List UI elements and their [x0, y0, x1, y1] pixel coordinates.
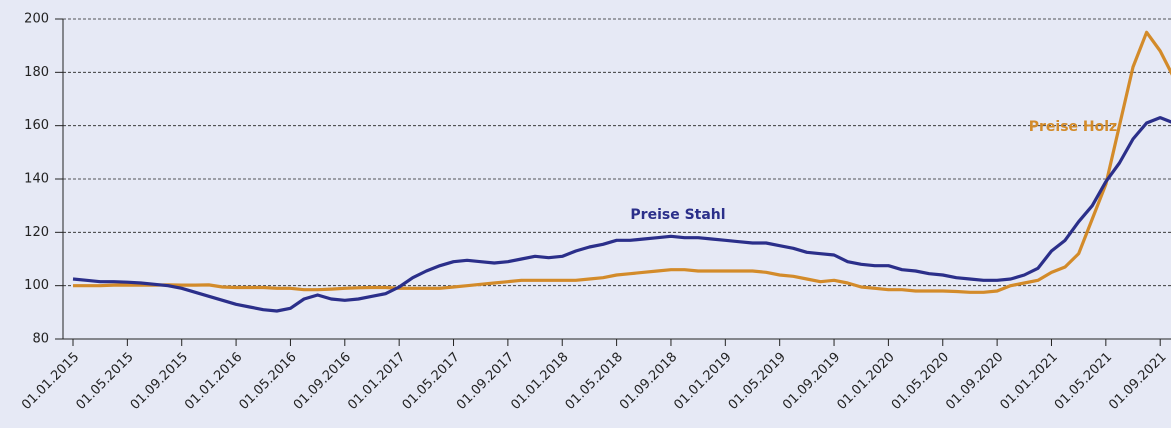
- x-tick-label: 01.09.2018: [617, 350, 680, 413]
- x-tick-label: 01.05.2020: [889, 350, 952, 413]
- x-tick-label: 01.01.2015: [19, 350, 82, 413]
- y-tick-label: 160: [24, 118, 49, 133]
- x-tick-label: 01.09.2021: [1106, 350, 1169, 413]
- y-tick-label: 200: [24, 12, 49, 27]
- y-tick-label: 180: [24, 65, 49, 80]
- x-tick-label: 01.01.2020: [834, 350, 897, 413]
- y-tick-label: 140: [24, 172, 49, 187]
- y-tick-label: 80: [32, 332, 49, 347]
- x-tick-label: 01.05.2021: [1052, 350, 1115, 413]
- x-axis: 01.01.201501.05.201501.09.201501.01.2016…: [19, 19, 1171, 413]
- y-tick-label: 120: [24, 225, 49, 240]
- x-tick-label: 01.09.2019: [780, 350, 843, 413]
- x-tick-label: 01.09.2017: [454, 350, 517, 413]
- x-tick-label: 01.01.2021: [998, 350, 1061, 413]
- x-tick-label: 01.09.2020: [943, 350, 1006, 413]
- series-line: [73, 30, 1171, 294]
- grid: 80 100 120 140 160 180 200: [24, 12, 1171, 347]
- series-label: Preise Holz: [1029, 119, 1117, 135]
- x-tick-label: 01.05.2019: [726, 350, 789, 413]
- x-tick-label: 01.05.2018: [563, 350, 626, 413]
- x-tick-label: 01.05.2017: [400, 350, 463, 413]
- y-tick-label: 100: [24, 278, 49, 293]
- x-tick-label: 01.01.2019: [671, 350, 734, 413]
- x-tick-label: 01.09.2016: [291, 350, 354, 413]
- series-line: [72, 116, 1171, 313]
- lines: [72, 30, 1171, 313]
- series-label: Preise Stahl: [630, 207, 725, 223]
- x-tick-label: 01.01.2018: [508, 350, 571, 413]
- x-tick-label: 01.05.2016: [237, 350, 300, 413]
- x-tick-label: 01.09.2015: [128, 350, 191, 413]
- x-tick-label: 01.01.2016: [182, 350, 245, 413]
- x-tick-label: 01.05.2015: [73, 350, 136, 413]
- x-tick-label: 01.01.2017: [345, 350, 408, 413]
